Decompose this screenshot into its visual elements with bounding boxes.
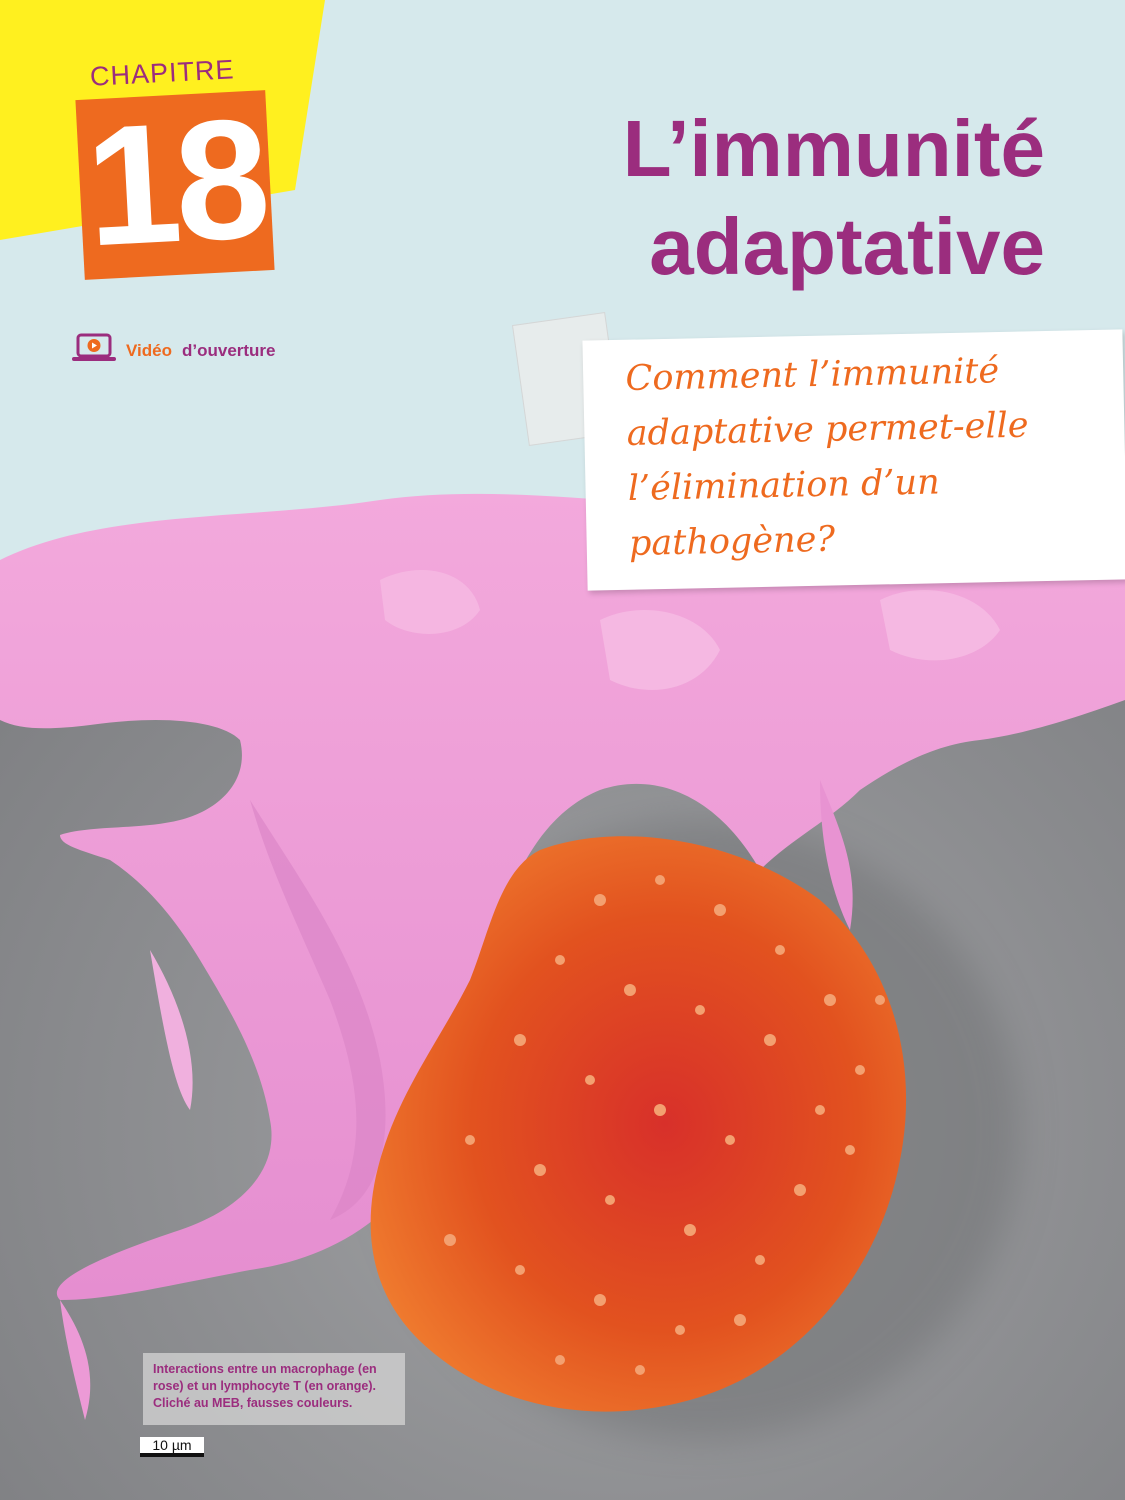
question-line-3: l’élimination d’un [627, 462, 941, 509]
macrophage-extension [150, 950, 193, 1110]
membrane-ruffle [880, 590, 1000, 661]
question-line-2: adaptative permet-elle [626, 405, 1029, 454]
video-laptop-icon [72, 333, 116, 368]
opening-video-link[interactable]: Vidéo d’ouverture [72, 333, 276, 368]
membrane-ruffle [600, 610, 720, 690]
caption-line-3: Cliché au MEB, fausses couleurs. [153, 1396, 353, 1410]
scale-bar: 10 µm [140, 1437, 204, 1457]
macrophage-extension [250, 800, 386, 1220]
lymphocyte-cell [370, 836, 907, 1412]
title-line-2: adaptative [649, 202, 1045, 291]
chapter-question: Comment l’immunité adaptative permet-ell… [625, 342, 1110, 572]
page-title: L’immunité adaptative [623, 100, 1045, 296]
title-line-1: L’immunité [622, 104, 1045, 193]
caption-line-1: Interactions entre un macrophage (en [153, 1362, 377, 1376]
photo-caption: Interactions entre un macrophage (en ros… [143, 1353, 405, 1425]
macrophage-extension [60, 1300, 91, 1420]
lymphocyte-microvilli [444, 875, 885, 1375]
macrophage-extension [820, 780, 853, 930]
macrophage-membrane [0, 493, 1125, 1301]
video-link-word-1: Vidéo [126, 340, 172, 360]
video-link-word-2: d’ouverture [181, 340, 276, 360]
question-line-4: pathogène? [628, 519, 836, 564]
membrane-ruffle [380, 570, 480, 634]
caption-line-2: rose) et un lymphocyte T (en orange). [153, 1379, 376, 1393]
question-line-1: Comment l’immunité [625, 351, 1000, 399]
chapter-number: 18 [81, 83, 269, 283]
